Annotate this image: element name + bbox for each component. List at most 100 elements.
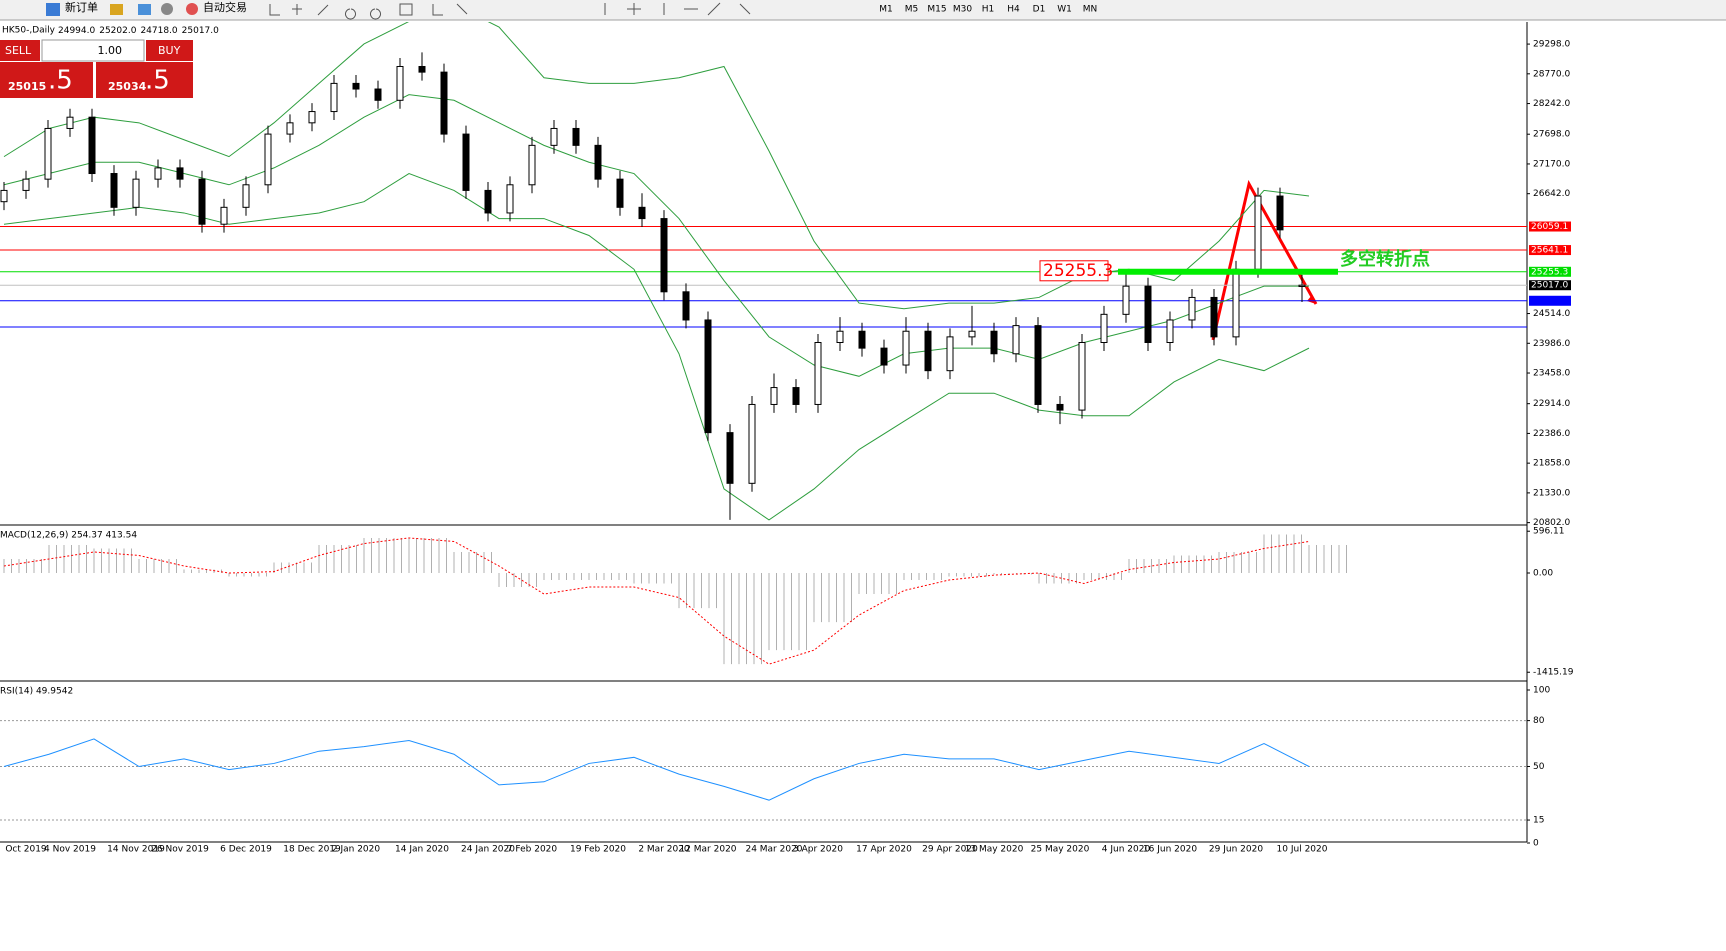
rsi-line: [3, 738, 1310, 801]
ohlc-value: 25202.0: [99, 26, 136, 36]
candle-body: [528, 144, 536, 186]
bollinger-lower: [3, 172, 1310, 521]
toolbar-icon[interactable]: [161, 3, 173, 15]
candle-body: [550, 127, 558, 146]
annotation: 多空转折点: [1340, 248, 1430, 270]
candle-body: [1188, 296, 1196, 321]
candle-body: [374, 88, 382, 101]
trade-panel: SELL 1.00 BUY 25015 .5 25034 .5: [0, 39, 193, 98]
price-level-label: 25641.1: [1531, 246, 1568, 256]
macd-title: MACD(12,26,9) 254.37 413.54: [0, 531, 137, 541]
candle-body: [88, 116, 96, 175]
new-order-button[interactable]: 新订单: [65, 0, 98, 14]
candle-body: [418, 65, 426, 73]
price-level-tag: [1529, 221, 1571, 232]
candle-body: [396, 65, 404, 101]
x-tick-label: 3 Apr 2020: [793, 845, 843, 855]
price-level-label: 26059.1: [1531, 222, 1568, 232]
y-tick-label: 23458.0: [1533, 369, 1570, 379]
x-tick-label: 7 Feb 2020: [507, 845, 558, 855]
y-tick-label: 80: [1533, 716, 1545, 726]
x-tick-label: 2 Mar 2020: [638, 845, 690, 855]
x-tick-label: Oct 2019: [5, 845, 47, 855]
lots-input[interactable]: [41, 39, 145, 62]
candle-body: [660, 218, 668, 293]
candle-body: [484, 189, 492, 214]
buy-label[interactable]: BUY: [158, 44, 181, 57]
candle-body: [1122, 285, 1130, 315]
candle-body: [0, 189, 8, 203]
candle-body: [352, 82, 360, 90]
timeframe-button[interactable]: D1: [1033, 5, 1046, 15]
y-tick-label: 23986.0: [1533, 339, 1570, 349]
candle-body: [902, 330, 910, 366]
candle-body: [308, 111, 316, 124]
y-tick-label: 20802.0: [1533, 518, 1570, 528]
x-tick-label: 12 Mar 2020: [679, 845, 736, 855]
buy-price-box[interactable]: [96, 62, 193, 98]
candle-body: [748, 403, 756, 484]
y-tick-label: 596.11: [1533, 527, 1565, 537]
auto-trade-button[interactable]: 自动交易: [203, 0, 247, 14]
x-tick-label: 29 Apr 2020: [922, 845, 978, 855]
annotation-box: [1039, 260, 1109, 282]
candle-body: [770, 387, 778, 405]
y-tick-label: 0.00: [1533, 569, 1553, 579]
toolbar-icon[interactable]: [110, 4, 123, 15]
candle-body: [1078, 342, 1086, 411]
y-tick-label: 0: [1533, 839, 1539, 849]
sell-price-box[interactable]: [0, 62, 93, 98]
x-tick-label: 24 Mar 2020: [745, 845, 802, 855]
price-level-tag: [1529, 295, 1571, 306]
candle-body: [1144, 285, 1152, 344]
toolbar-icon[interactable]: [138, 4, 151, 15]
new-order-icon[interactable]: [46, 3, 60, 16]
candle-body: [44, 127, 52, 180]
lots-value[interactable]: 1.00: [98, 44, 123, 57]
timeframe-button[interactable]: M5: [905, 5, 919, 15]
x-tick-label: 18 Dec 2019: [283, 845, 341, 855]
candle-body: [858, 330, 866, 349]
timeframe-button[interactable]: H1: [982, 5, 995, 15]
candle-body: [726, 432, 734, 484]
sell-pip: .5: [48, 66, 73, 96]
timeframe-button[interactable]: M15: [927, 5, 946, 15]
candle-body: [198, 178, 206, 225]
chart-header: HK50-,Daily: [2, 26, 56, 36]
chart-ohlc: 24994.0 25202.0 24718.0 25017.0: [58, 26, 219, 36]
candle-body: [682, 291, 690, 321]
y-tick-label: 26642.0: [1533, 189, 1570, 199]
timeframe-button[interactable]: H4: [1007, 5, 1020, 15]
candle-body: [110, 173, 118, 208]
ohlc-value: 25017.0: [182, 26, 219, 36]
timeframe-button[interactable]: W1: [1057, 5, 1072, 15]
ohlc-value: 24994.0: [58, 26, 95, 36]
arrow-head: [1307, 295, 1316, 304]
x-tick-label: 29 Jun 2020: [1209, 845, 1263, 855]
candle-body: [968, 330, 976, 338]
candle-body: [1056, 403, 1064, 411]
timeframe-button[interactable]: M1: [879, 5, 893, 15]
y-tick-label: 21330.0: [1533, 488, 1570, 498]
price-level-tag: [1529, 280, 1571, 291]
candle-body: [836, 330, 844, 344]
candle-body: [440, 71, 448, 135]
sell-label[interactable]: SELL: [5, 44, 32, 57]
buy-button[interactable]: [146, 40, 193, 61]
annotation: 25255.3: [1043, 261, 1113, 281]
candle-body: [264, 133, 272, 186]
toolbar-tools: [269, 2, 751, 20]
sell-button[interactable]: [0, 40, 40, 61]
timeframe-button[interactable]: M30: [953, 5, 972, 15]
candle-body: [1276, 195, 1284, 231]
candle-body: [1210, 296, 1218, 338]
auto-trade-icon[interactable]: [186, 3, 198, 15]
candle-body: [330, 82, 338, 113]
candle-body: [242, 184, 250, 208]
x-tick-label: 16 Jun 2020: [1143, 845, 1197, 855]
price-level-label: 25255.3: [1531, 267, 1568, 277]
timeframe-button[interactable]: MN: [1083, 5, 1098, 15]
candle-body: [704, 319, 712, 434]
candle-body: [572, 127, 580, 146]
